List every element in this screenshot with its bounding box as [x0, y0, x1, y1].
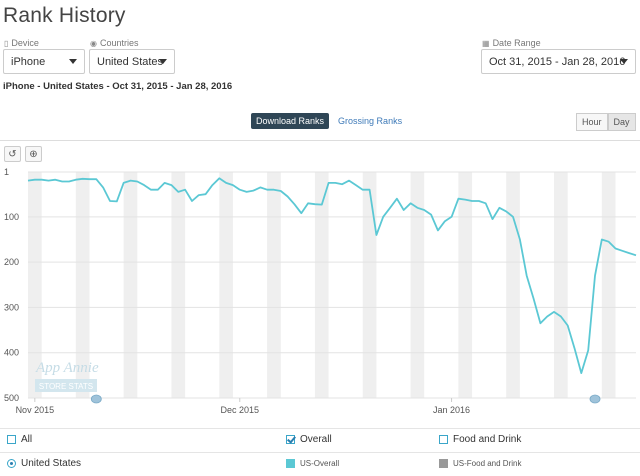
- page-title: Rank History: [3, 4, 126, 27]
- weekend-band: [219, 172, 233, 398]
- checkbox-checked-icon: [286, 435, 295, 444]
- rank-chart[interactable]: 1 100 200 300 400 500 Nov 2015 Dec 2015 Jan 2016…: [0, 160, 640, 420]
- watermark-badge: [35, 379, 97, 392]
- tab-download-ranks[interactable]: Download Ranks: [251, 113, 330, 129]
- x-tick-label: Dec 2015: [221, 405, 260, 415]
- weekend-band: [75, 172, 90, 398]
- y-tick-label: 300: [4, 302, 19, 312]
- granularity-toggle: Hour Day: [576, 113, 636, 131]
- device-label: ▯ Device: [4, 38, 39, 48]
- countries-label: ◉ Countries: [90, 38, 139, 48]
- series-line-us-overall: [27, 177, 637, 375]
- legend-food-and-drink[interactable]: Food and Drink: [439, 434, 521, 445]
- weekend-band: [171, 172, 186, 398]
- date-range-select[interactable]: Oct 31, 2015 - Jan 28, 2016: [481, 49, 636, 74]
- y-tick-label: 100: [4, 212, 19, 222]
- legend-series-us-overall[interactable]: US-Overall: [286, 459, 339, 468]
- weekend-band: [554, 172, 568, 398]
- device-select[interactable]: iPhone: [3, 49, 85, 74]
- calendar-icon: ▦: [482, 38, 490, 48]
- weekend-band: [267, 172, 281, 398]
- zoom-icon: ⊕: [29, 148, 38, 160]
- undo-icon: ↺: [8, 148, 17, 160]
- chevron-down-icon: [159, 59, 167, 64]
- day-button[interactable]: Day: [607, 113, 636, 131]
- weekend-band: [601, 172, 616, 398]
- y-tick-label: 500: [4, 393, 19, 403]
- legend-all[interactable]: All: [7, 434, 32, 445]
- series-swatch: [286, 459, 295, 468]
- checkbox-icon: [439, 435, 448, 444]
- device-icon: ▯: [4, 38, 9, 48]
- zoom-button[interactable]: ⊕: [25, 146, 42, 162]
- weekend-band: [410, 172, 425, 398]
- rank-type-tabs: Download Ranks Grossing Ranks: [251, 113, 407, 129]
- date-range-label: ▦ Date Range: [482, 38, 541, 48]
- annotation-marker-1: [90, 394, 102, 404]
- weekend-band: [28, 172, 42, 398]
- countries-select[interactable]: United States: [89, 49, 175, 74]
- annotation-marker-2: [589, 394, 601, 404]
- x-tick-label: Nov 2015: [16, 405, 55, 415]
- x-tick-label: Jan 2016: [433, 405, 470, 415]
- reset-zoom-button[interactable]: ↺: [4, 146, 21, 162]
- weekend-band: [506, 172, 520, 398]
- legend-country[interactable]: United States: [7, 458, 81, 469]
- tab-grossing-ranks[interactable]: Grossing Ranks: [338, 116, 403, 126]
- watermark-logo-text: App Annie: [35, 360, 99, 376]
- checkbox-icon: [7, 435, 16, 444]
- y-tick-label: 1: [4, 167, 9, 177]
- hour-button[interactable]: Hour: [576, 113, 608, 131]
- chart-container: [0, 140, 640, 422]
- y-tick-label: 200: [4, 257, 19, 267]
- y-tick-label: 400: [4, 348, 19, 358]
- watermark-badge-text: STORE STATS: [39, 382, 93, 391]
- chevron-down-icon: [69, 59, 77, 64]
- series-legend: United States US-Overall US-Food and Dri…: [0, 452, 640, 474]
- legend-overall[interactable]: Overall: [286, 434, 332, 445]
- series-swatch: [439, 459, 448, 468]
- weekend-band: [314, 172, 329, 398]
- weekend-band: [123, 172, 138, 398]
- weekend-band: [362, 172, 377, 398]
- radio-selected-icon: [7, 459, 16, 468]
- weekend-band: [458, 172, 473, 398]
- category-legend: All Overall Food and Drink: [0, 428, 640, 450]
- globe-icon: ◉: [90, 38, 97, 48]
- chart-subtitle: iPhone - United States - Oct 31, 2015 - …: [3, 81, 233, 92]
- chevron-down-icon: [620, 59, 628, 64]
- legend-series-us-food[interactable]: US-Food and Drink: [439, 459, 521, 468]
